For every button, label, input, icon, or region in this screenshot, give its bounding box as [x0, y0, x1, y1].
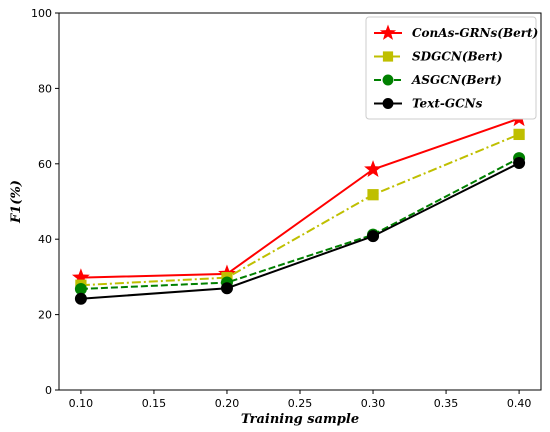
y-tick-label: 40	[38, 233, 52, 246]
series-line	[80, 162, 520, 300]
data-point	[71, 268, 90, 286]
legend-marker	[382, 74, 394, 86]
legend: ConAs-GRNs(Bert) SDGCN(Bert) ASGCN(Bert) Te…	[365, 16, 538, 120]
data-point	[513, 157, 526, 170]
legend-label: ASGCN(Bert)	[411, 73, 502, 87]
x-axis-title: Training sample	[241, 412, 359, 427]
legend-label: ConAs-GRNs(Bert)	[412, 26, 538, 40]
x-tick-label: 0.10	[69, 397, 94, 410]
legend-marker	[382, 98, 394, 109]
legend-entry: ASGCN(Bert)	[374, 73, 502, 87]
legend-entry: SDGCN(Bert)	[374, 50, 503, 64]
data-point	[74, 282, 87, 295]
legend-label: SDGCN(Bert)	[412, 50, 503, 64]
legend-entry: ConAs-GRNs(Bert)	[374, 24, 538, 40]
series-line	[80, 157, 520, 290]
plot-series	[71, 109, 529, 305]
x-tick-label: 0.30	[361, 397, 386, 410]
x-tick-label: 0.15	[142, 397, 167, 410]
x-tick-label: 0.40	[507, 397, 532, 410]
legend-marker	[379, 24, 397, 40]
y-tick-label: 20	[38, 309, 52, 322]
y-axis-title: F1(%)	[9, 180, 24, 224]
y-tick-label: 60	[38, 158, 52, 171]
data-point	[364, 160, 382, 178]
x-tick-label: 0.35	[434, 397, 459, 410]
axis-ticks: 0.10 0.15 0.20 0.25 0.30 0.35 0.40 0 20 40 60 80 100	[31, 7, 531, 410]
series-line	[80, 117, 520, 279]
y-tick-label: 80	[38, 82, 52, 95]
legend-entry: Text-GCNs	[374, 97, 483, 111]
data-point	[367, 230, 380, 243]
series-line	[80, 133, 520, 287]
y-tick-label: 100	[31, 7, 52, 20]
series-asgcn-bert	[74, 152, 526, 295]
legend-label: Text-GCNs	[412, 97, 483, 111]
plot-frame	[58, 12, 542, 391]
data-point	[220, 282, 233, 295]
data-point	[513, 128, 525, 141]
x-tick-label: 0.25	[288, 397, 313, 410]
y-tick-label: 0	[45, 384, 52, 397]
data-point	[367, 189, 379, 201]
legend-marker	[382, 51, 394, 62]
x-tick-label: 0.20	[215, 397, 240, 410]
series-text-gcns	[74, 157, 526, 305]
series-sdgcn-bert	[75, 128, 525, 291]
legend-box	[365, 16, 537, 120]
data-point	[74, 292, 87, 305]
